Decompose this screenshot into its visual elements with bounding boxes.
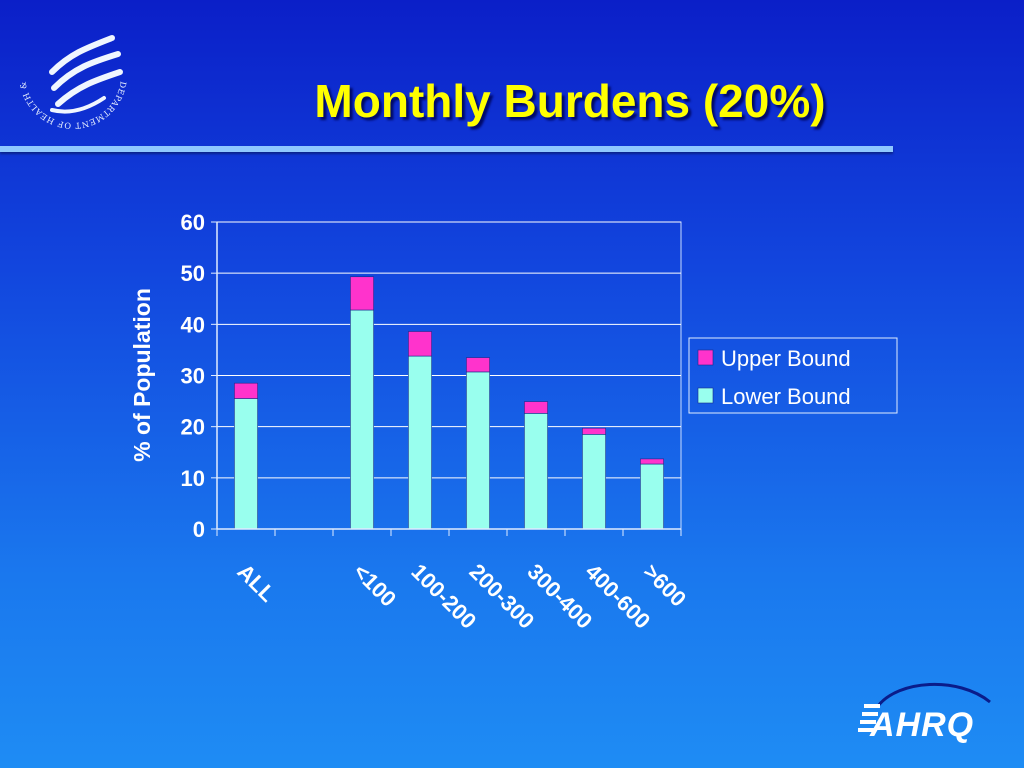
bar-lower-bound — [524, 413, 548, 530]
legend-label: Upper Bound — [721, 346, 851, 371]
x-tick-label: >600 — [638, 559, 691, 612]
y-tick-label: 60 — [181, 210, 205, 235]
y-tick-label: 0 — [193, 517, 205, 542]
legend-swatch — [697, 349, 714, 366]
page-title: Monthly Burdens (20%) — [314, 75, 826, 127]
bar-upper-bound — [466, 357, 490, 373]
chart-legend: Upper Bound Lower Bound — [688, 337, 898, 414]
ahrq-logo-icon: AHRQ — [858, 683, 991, 744]
bar-upper-bound — [582, 427, 606, 435]
y-tick-label: 40 — [181, 312, 205, 337]
y-tick-label: 30 — [181, 364, 205, 389]
bar-lower-bound — [466, 371, 490, 530]
bar-lower-bound — [408, 355, 432, 530]
bar-lower-bound — [582, 434, 606, 530]
bar-lower-bound — [640, 463, 664, 530]
x-tick-label: <100 — [348, 559, 401, 612]
y-tick-label: 10 — [181, 466, 205, 491]
legend-box — [688, 337, 898, 414]
bar-lower-bound — [234, 398, 258, 530]
y-axis-label: % of Population — [129, 288, 155, 462]
bar-upper-bound — [524, 401, 548, 414]
bar-upper-bound — [640, 458, 664, 465]
legend-swatch — [697, 387, 714, 404]
hhs-eagle-seal-icon: DEPARTMENT OF HEALTH & HUMAN SERVICES · … — [12, 14, 128, 131]
y-tick-label: 20 — [181, 415, 205, 440]
title-divider — [0, 146, 893, 152]
bar-upper-bound — [234, 382, 258, 399]
bar-upper-bound — [350, 276, 374, 311]
legend-label: Lower Bound — [721, 384, 851, 409]
bar-upper-bound — [408, 331, 432, 357]
ahrq-logo-text: AHRQ — [869, 706, 974, 744]
x-tick-label: ALL — [232, 559, 280, 607]
y-tick-label: 50 — [181, 261, 205, 286]
bar-lower-bound — [350, 309, 374, 530]
